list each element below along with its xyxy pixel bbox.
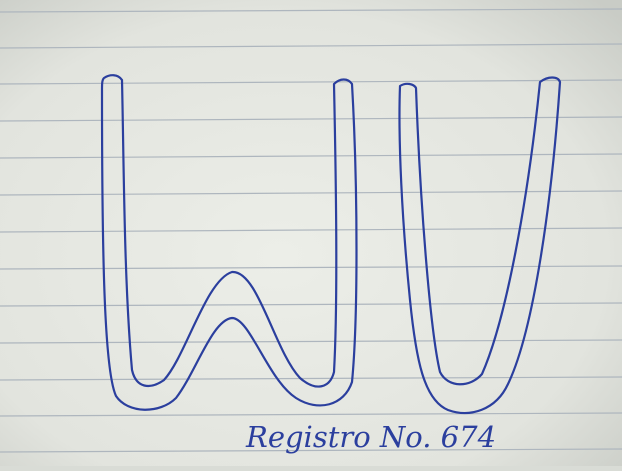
caption-registro: Registro No. 674: [245, 420, 496, 454]
letter-v-outline: [398, 76, 562, 415]
ruled-lines: [0, 8, 622, 453]
letter-w-outline: [100, 74, 358, 411]
caption-text: Registro No. 674: [245, 420, 496, 454]
